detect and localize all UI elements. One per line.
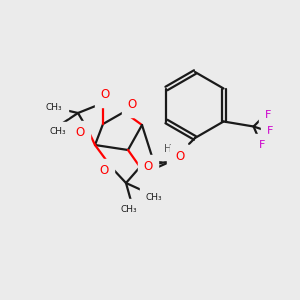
Text: N: N [172,148,182,161]
Text: H: H [164,144,172,154]
Text: CH₃: CH₃ [121,205,137,214]
Text: O: O [99,164,109,178]
Text: F: F [258,140,265,149]
Text: O: O [128,98,136,112]
Text: O: O [143,160,153,173]
Text: CH₃: CH₃ [146,193,162,202]
Text: CH₃: CH₃ [50,128,66,136]
Text: F: F [266,125,273,136]
Text: F: F [264,110,271,119]
Text: O: O [176,151,184,164]
Text: O: O [100,88,109,101]
Text: O: O [75,127,85,140]
Text: CH₃: CH₃ [46,103,62,112]
